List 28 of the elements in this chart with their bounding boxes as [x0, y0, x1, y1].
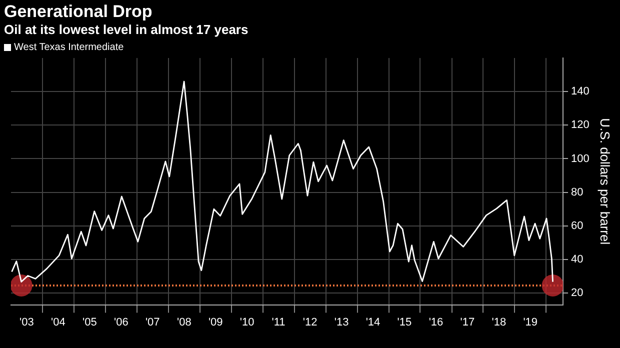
- chart-subtitle: Oil at its lowest level in almost 17 years: [4, 22, 248, 37]
- x-tick-label: '10: [240, 316, 254, 328]
- legend-label: West Texas Intermediate: [14, 42, 124, 53]
- y-tick-label: 80: [571, 186, 584, 198]
- x-tick-label: '05: [82, 316, 97, 328]
- y-tick-label: 40: [571, 254, 584, 266]
- x-tick-label: '04: [51, 316, 66, 328]
- x-tick-label: '14: [366, 316, 380, 328]
- x-tick-label: '13: [334, 316, 349, 328]
- x-tick-label: '12: [302, 316, 318, 328]
- x-tick-label: '07: [145, 316, 160, 328]
- x-tick-label: '15: [397, 316, 412, 328]
- y-tick-label: 100: [571, 152, 590, 165]
- x-tick-label: '08: [176, 316, 192, 328]
- x-tick-label: '18: [492, 316, 506, 328]
- y-tick-label: 20: [571, 287, 584, 300]
- x-tick-label: '11: [272, 316, 286, 328]
- x-tick-label: '16: [428, 316, 444, 328]
- y-tick-label: 140: [571, 86, 590, 98]
- x-tick-label: '06: [114, 316, 128, 328]
- x-tick-label: '03: [20, 316, 34, 328]
- x-tick-label: '19: [523, 316, 538, 328]
- x-tick-label: '09: [208, 316, 223, 328]
- x-tick-label: '17: [460, 316, 475, 328]
- y-axis-title: U.S. dollars per barrel: [598, 118, 613, 245]
- y-tick-label: 120: [571, 119, 590, 132]
- chart-title: Generational Drop: [4, 2, 152, 22]
- y-tick-label: 60: [571, 220, 584, 232]
